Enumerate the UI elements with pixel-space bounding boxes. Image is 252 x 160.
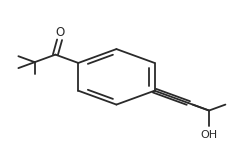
- Text: OH: OH: [200, 130, 217, 140]
- Text: O: O: [55, 26, 65, 39]
